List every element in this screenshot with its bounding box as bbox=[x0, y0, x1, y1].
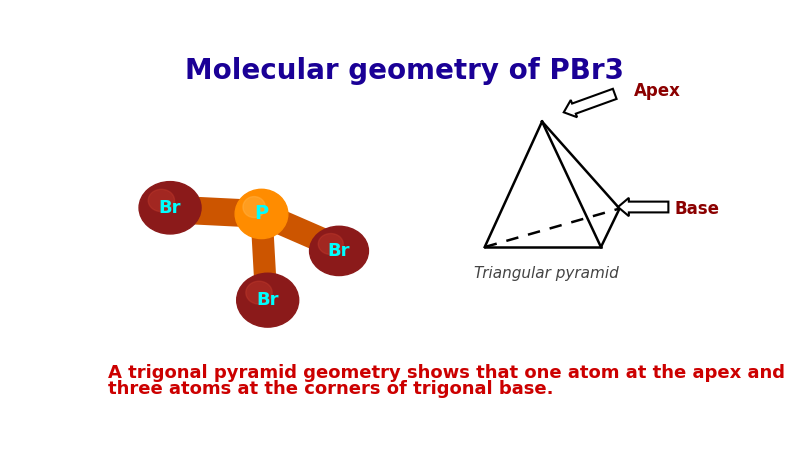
Ellipse shape bbox=[149, 189, 175, 212]
Text: Base: Base bbox=[675, 200, 720, 218]
Ellipse shape bbox=[310, 226, 368, 276]
Ellipse shape bbox=[243, 196, 265, 218]
Text: Apex: Apex bbox=[634, 82, 680, 100]
Text: Br: Br bbox=[159, 199, 181, 217]
Text: Br: Br bbox=[257, 291, 279, 309]
Ellipse shape bbox=[318, 234, 344, 254]
Text: P: P bbox=[254, 204, 269, 224]
Text: Molecular geometry of PBr3: Molecular geometry of PBr3 bbox=[186, 58, 624, 85]
Ellipse shape bbox=[139, 182, 201, 234]
Polygon shape bbox=[618, 198, 668, 216]
Text: Triangular pyramid: Triangular pyramid bbox=[474, 266, 619, 281]
Text: Br: Br bbox=[328, 242, 350, 260]
Ellipse shape bbox=[235, 189, 288, 239]
Text: A trigonal pyramid geometry shows that one atom at the apex and: A trigonal pyramid geometry shows that o… bbox=[108, 364, 785, 382]
Ellipse shape bbox=[246, 281, 273, 304]
Polygon shape bbox=[564, 89, 616, 117]
Ellipse shape bbox=[237, 273, 299, 327]
Text: three atoms at the corners of trigonal base.: three atoms at the corners of trigonal b… bbox=[108, 380, 554, 398]
